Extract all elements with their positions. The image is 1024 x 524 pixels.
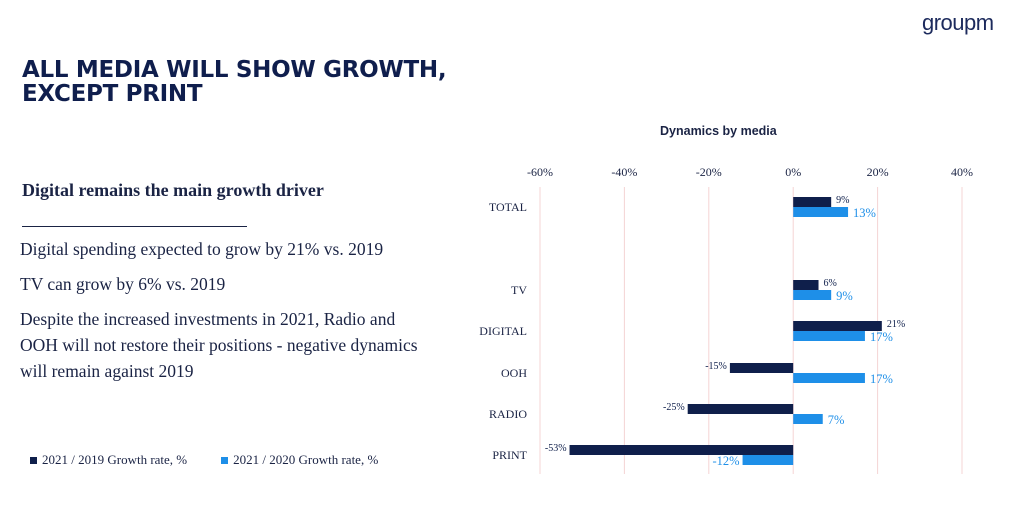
data-label-2019: 21% (887, 319, 905, 330)
x-tick-label: 40% (951, 165, 973, 179)
data-label-2020: 9% (836, 289, 853, 303)
data-label-2019: 9% (836, 195, 849, 206)
bar-2019 (793, 197, 832, 207)
bar-2020 (793, 373, 865, 383)
data-label-2019: -25% (663, 402, 685, 413)
bar-2019 (729, 363, 794, 373)
key-point: Digital spending expected to grow by 21%… (20, 239, 384, 259)
bar-2020 (793, 331, 865, 341)
bar-2019 (569, 445, 794, 455)
legend-label-2020: 2021 / 2020 Growth rate, % (233, 452, 379, 467)
category-label: TV (511, 283, 527, 297)
data-label-2020: -12% (712, 454, 739, 468)
chart-title: Dynamics by media (660, 124, 777, 138)
x-tick-label: -20% (696, 165, 722, 179)
x-tick-label: -60% (527, 165, 553, 179)
chart-legend: 2021 / 2019 Growth rate, % 2021 / 2020 G… (30, 452, 378, 468)
legend-label-2019: 2021 / 2019 Growth rate, % (42, 452, 188, 467)
data-label-2020: 13% (853, 206, 876, 220)
slide-title: ALL MEDIA WILL SHOW GROWTH, EXCEPT PRINT (22, 58, 542, 106)
legend-item-2019: 2021 / 2019 Growth rate, % (30, 452, 187, 468)
data-label-2019: -15% (705, 361, 727, 372)
slide-subtitle: Digital remains the main growth driver (22, 180, 324, 200)
category-label: RADIO (489, 407, 527, 421)
bar-2020 (793, 207, 849, 217)
x-tick-label: -40% (611, 165, 637, 179)
data-label-2020: 17% (870, 372, 893, 386)
slide-title-line-2: EXCEPT PRINT (22, 81, 203, 107)
bar-2019 (793, 280, 819, 290)
legend-swatch-2020 (221, 456, 229, 464)
data-label-2020: 7% (828, 413, 845, 427)
bar-2020 (793, 290, 832, 300)
key-points: Digital spending expected to grow by 21%… (20, 236, 420, 393)
key-point: TV can grow by 6% vs. 2019 (20, 274, 226, 294)
legend-item-2020: 2021 / 2020 Growth rate, % (221, 452, 378, 468)
category-label: OOH (501, 366, 527, 380)
slide-title-line-1: ALL MEDIA WILL SHOW GROWTH, (22, 57, 447, 83)
category-label: PRINT (492, 448, 527, 462)
data-label-2019: 6% (824, 278, 837, 289)
category-label: DIGITAL (479, 324, 527, 338)
data-label-2019: -53% (545, 443, 567, 454)
key-point: Despite the increased investments in 202… (20, 309, 418, 381)
legend-swatch-2019 (30, 456, 37, 464)
data-label-2020: 17% (870, 330, 893, 344)
bar-2019 (687, 404, 794, 414)
bar-2020 (793, 414, 823, 424)
category-label: TOTAL (489, 200, 527, 214)
groupm-logo: groupm (922, 10, 994, 35)
divider (22, 226, 247, 227)
x-tick-label: 0% (785, 165, 801, 179)
bar-2019 (793, 321, 882, 331)
x-tick-label: 20% (867, 165, 889, 179)
bar-2020 (742, 455, 794, 465)
